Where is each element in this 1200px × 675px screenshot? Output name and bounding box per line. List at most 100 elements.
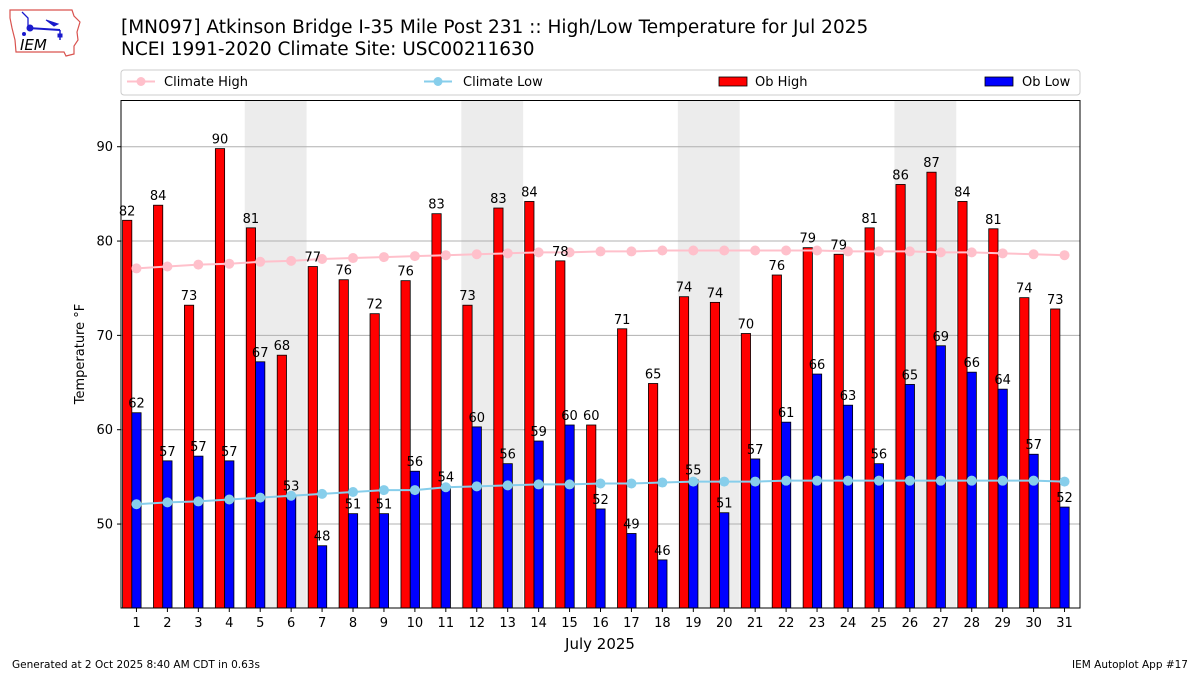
label-ob-high: 86 bbox=[892, 168, 909, 183]
label-ob-low: 51 bbox=[716, 497, 733, 512]
bar-ob-high bbox=[431, 213, 442, 609]
x-axis-title: July 2025 bbox=[564, 635, 635, 653]
climate-low-point bbox=[502, 480, 513, 491]
iowa-outline-icon bbox=[9, 9, 81, 57]
label-ob-low: 56 bbox=[499, 448, 516, 463]
climate-high-point bbox=[626, 246, 637, 257]
climate-low-point bbox=[873, 475, 884, 486]
label-ob-high: 81 bbox=[861, 212, 878, 227]
bar-ob-high bbox=[740, 333, 751, 609]
legend: Climate High Climate Low Ob High Ob Low bbox=[120, 69, 1081, 96]
climate-high-point bbox=[688, 245, 699, 256]
label-ob-high: 79 bbox=[799, 232, 816, 247]
legend-label-ob-low: Ob Low bbox=[1022, 75, 1071, 90]
x-tick-label: 26 bbox=[902, 616, 919, 631]
label-ob-low: 57 bbox=[1025, 438, 1042, 453]
legend-item-ob-low: Ob Low bbox=[984, 75, 1071, 90]
x-tick-label: 6 bbox=[287, 616, 295, 631]
x-tick-label: 3 bbox=[194, 616, 202, 631]
climate-high-point bbox=[193, 259, 204, 270]
climate-high-point bbox=[533, 247, 544, 258]
climate-high-point bbox=[904, 246, 915, 257]
bar-labels: 82 62 84 57 73 57 90 57 81 67 68 53 77 48 76 51 72 51 76 56… bbox=[119, 133, 1073, 559]
climate-high-point bbox=[286, 255, 297, 266]
label-ob-low: 54 bbox=[438, 470, 455, 485]
bar-ob-low bbox=[719, 512, 730, 609]
climate-low-point bbox=[657, 477, 668, 488]
climate-low-point bbox=[595, 478, 606, 489]
bar-ob-high bbox=[926, 171, 937, 609]
bar-ob-low bbox=[317, 545, 328, 609]
climate-high-point bbox=[657, 245, 668, 256]
label-ob-low: 57 bbox=[747, 443, 764, 458]
climate-high-point bbox=[255, 256, 266, 267]
label-ob-high: 74 bbox=[1016, 282, 1033, 297]
logo-text: IEM bbox=[20, 36, 47, 54]
weekend-shading bbox=[244, 100, 957, 608]
climate-high-point bbox=[873, 246, 884, 257]
label-ob-high: 73 bbox=[181, 289, 198, 304]
label-ob-low: 57 bbox=[190, 440, 207, 455]
label-ob-high: 65 bbox=[645, 367, 662, 382]
climate-low-point bbox=[626, 478, 637, 489]
climate-low-point bbox=[162, 497, 173, 508]
label-ob-high: 76 bbox=[769, 259, 786, 274]
y-tick-label: 50 bbox=[96, 518, 113, 533]
climate-high-point bbox=[564, 247, 575, 258]
app-credit: IEM Autoplot App #17 bbox=[1072, 659, 1188, 671]
bar-ob-low bbox=[255, 361, 266, 609]
label-ob-low: 66 bbox=[809, 358, 826, 373]
label-ob-high: 84 bbox=[954, 185, 971, 200]
bar-ob-high bbox=[771, 274, 782, 609]
legend-frame bbox=[120, 69, 1081, 96]
climate-high-point bbox=[471, 249, 482, 260]
label-ob-high: 81 bbox=[985, 213, 1002, 228]
label-ob-low: 46 bbox=[654, 544, 671, 559]
x-tick-label: 10 bbox=[407, 616, 424, 631]
climate-low-point bbox=[997, 475, 1008, 486]
label-ob-high: 84 bbox=[150, 189, 167, 204]
climate-low-point bbox=[719, 476, 730, 487]
bar-ob-high bbox=[864, 227, 875, 609]
bar-ob-high bbox=[988, 228, 999, 609]
bar-ob-high bbox=[184, 304, 195, 609]
bars bbox=[122, 148, 1070, 609]
bar-ob-low bbox=[812, 373, 823, 609]
climate-low-point bbox=[904, 475, 915, 486]
climate-low-point bbox=[378, 485, 389, 496]
bar-ob-high bbox=[122, 219, 133, 609]
label-ob-low: 57 bbox=[159, 445, 176, 460]
bar-ob-low bbox=[193, 455, 204, 609]
x-tick-label: 24 bbox=[840, 616, 857, 631]
climate-low-point bbox=[471, 481, 482, 492]
climate-lines bbox=[131, 245, 1070, 510]
legend-item-climate-high: Climate High bbox=[127, 75, 248, 90]
bar-ob-low bbox=[595, 508, 606, 609]
label-ob-low: 49 bbox=[623, 517, 640, 532]
x-tick-label: 27 bbox=[933, 616, 950, 631]
bar-ob-low bbox=[533, 440, 544, 609]
climate-low-point bbox=[750, 476, 761, 487]
climate-high-point bbox=[440, 250, 451, 261]
x-tick-label: 23 bbox=[809, 616, 826, 631]
climate-high-point bbox=[409, 251, 420, 262]
bar-ob-low bbox=[378, 513, 389, 609]
label-ob-low: 66 bbox=[963, 356, 980, 371]
legend-label-climate-low: Climate Low bbox=[463, 75, 543, 90]
x-tick-label: 30 bbox=[1025, 616, 1042, 631]
label-ob-low: 67 bbox=[252, 346, 269, 361]
label-ob-low: 48 bbox=[314, 530, 331, 545]
label-ob-low: 65 bbox=[902, 368, 919, 383]
climate-low-point bbox=[317, 488, 328, 499]
x-tick-label: 28 bbox=[963, 616, 980, 631]
climate-high-point bbox=[317, 253, 328, 264]
label-ob-low: 62 bbox=[128, 397, 145, 412]
bar-ob-low bbox=[440, 485, 451, 609]
climate-low-point bbox=[688, 476, 699, 487]
bar-ob-high bbox=[493, 207, 504, 609]
y-axis-title: Temperature °F bbox=[73, 304, 88, 405]
bar-ob-low bbox=[347, 513, 359, 609]
bar-ob-low bbox=[657, 559, 668, 609]
label-ob-low: 53 bbox=[283, 480, 300, 495]
label-ob-low: 60 bbox=[468, 411, 485, 426]
